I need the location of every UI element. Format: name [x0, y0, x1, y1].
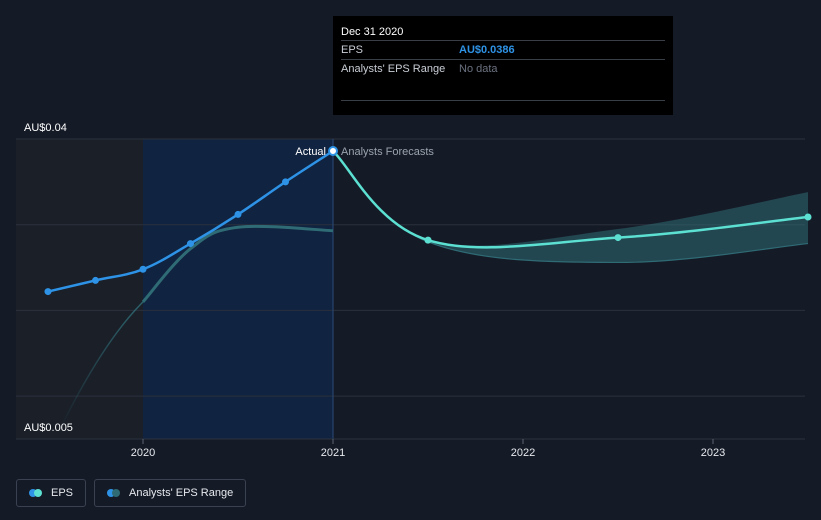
tooltip-eps-value: AU$0.0386	[459, 44, 515, 56]
eps-point-0	[44, 288, 52, 296]
x-tick-label-2: 2022	[511, 447, 535, 459]
analysts-eps-range-past-fade	[59, 301, 144, 430]
tooltip-date: Dec 31 2020	[341, 26, 404, 38]
eps-legend-icon	[29, 489, 43, 497]
eps-point-3	[187, 240, 194, 248]
analysts-eps-range-area	[333, 151, 808, 263]
legend-range-label: Analysts' EPS Range	[129, 487, 234, 499]
forecast-point-1	[614, 234, 622, 242]
x-tick-label-0: 2020	[131, 447, 155, 459]
forecast-point-0	[424, 236, 432, 244]
legend-eps-button[interactable]: EPS	[16, 479, 87, 507]
eps-point-6	[328, 146, 338, 156]
tooltip-spacer	[341, 78, 665, 101]
eps-point-2	[139, 265, 147, 273]
eps-point-4	[234, 210, 242, 218]
y-tick-label-1: AU$0.005	[24, 422, 73, 434]
divider-forecast-label: Analysts Forecasts	[341, 146, 434, 158]
y-axis-labels: AU$0.04 AU$0.005	[24, 122, 73, 434]
legend-range-button[interactable]: Analysts' EPS Range	[94, 479, 247, 507]
x-axis-labels: 2020 2021 2022 2023	[131, 439, 725, 459]
analysts-eps-range-past-line	[141, 224, 334, 303]
forecast-points	[424, 213, 812, 244]
eps-point-5	[282, 178, 289, 186]
y-tick-label-0: AU$0.04	[24, 122, 67, 134]
tooltip-eps-label: EPS	[341, 44, 364, 56]
x-tick-label-3: 2023	[701, 447, 725, 459]
tooltip-range-label: Analysts' EPS Range	[341, 63, 446, 75]
legend-eps-label: EPS	[51, 487, 74, 499]
past-shade-dark	[16, 139, 143, 439]
tooltip-range-row: Analysts' EPS Range No data	[341, 59, 665, 78]
past-shade-highlight	[143, 139, 333, 439]
tooltip: Dec 31 2020 EPS AU$0.0386 Analysts' EPS …	[333, 16, 673, 115]
eps-point-1	[92, 276, 99, 284]
eps-points	[44, 146, 338, 296]
legend: EPS Analysts' EPS Range	[16, 479, 247, 507]
tooltip-eps-row: EPS AU$0.0386	[341, 40, 665, 59]
forecast-point-2	[804, 213, 812, 221]
eps-forecast-line	[332, 150, 809, 249]
tooltip-range-value: No data	[459, 63, 498, 75]
x-tick-label-1: 2021	[321, 447, 345, 459]
range-legend-icon	[107, 489, 121, 497]
divider-actual-label: Actual	[295, 146, 326, 158]
